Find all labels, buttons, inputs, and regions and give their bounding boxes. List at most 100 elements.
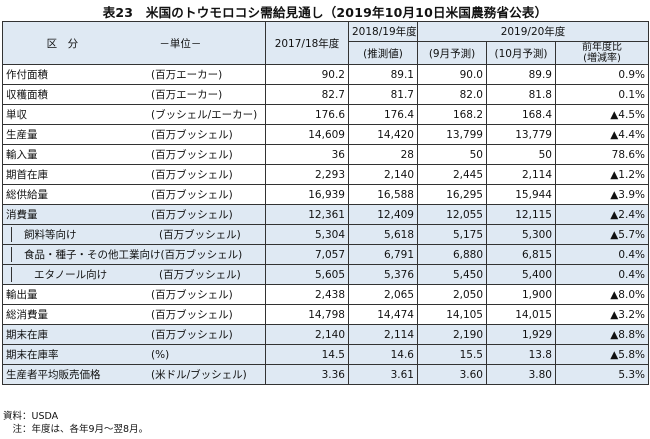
value-cell: 1,929 [486,324,556,345]
value-cell: 13,799 [417,124,487,145]
row-label: 生産量 [6,129,38,141]
row-unit: (ブッシェル/エーカー) [151,109,258,121]
row-label: 輸入量 [6,149,38,161]
row-unit: (百万ブッシェル) [151,169,233,181]
value-cell: 2,050 [417,284,487,305]
value-cell: 2,114 [348,324,418,345]
value-cell: 2,438 [265,284,349,305]
change-cell: ▲1.2% [555,164,649,185]
row-label-cell: 食品・種子・その他工業向け (百万ブッシェル) [2,244,266,265]
row-label-cell: エタノール向け (百万ブッシェル) [2,264,266,285]
row-unit: (百万ブッシェル) [159,229,241,241]
header-2019-september: (9月予測) [417,41,487,65]
row-unit: (百万エーカー) [151,89,223,101]
value-cell: 5,175 [417,224,487,245]
value-cell: 14.6 [348,344,418,365]
row-label: 総供給量 [6,189,48,201]
row-unit: (百万ブッシェル) [151,289,233,301]
table-row: 期首在庫 (百万ブッシェル) 2,293 2,140 2,445 2,114 ▲1.2% [2,164,649,185]
change-cell: ▲2.4% [555,204,649,225]
value-cell: 90.0 [417,64,487,85]
row-label-cell: 期首在庫 (百万ブッシェル) [2,164,266,185]
row-label-cell: 消費量 (百万ブッシェル) [2,204,266,225]
value-cell: 2,190 [417,324,487,345]
row-unit: (百万ブッシェル) [151,189,233,201]
value-cell: 5,450 [417,264,487,285]
row-unit: (百万ブッシェル) [151,309,233,321]
value-cell: 1,900 [486,284,556,305]
change-cell: ▲3.9% [555,184,649,205]
row-unit: (米ドル/ブッシェル) [151,369,247,381]
row-label-cell: 収穫面積 (百万エーカー) [2,84,266,105]
value-cell: 5,376 [348,264,418,285]
value-cell: 3.36 [265,364,349,385]
value-cell: 176.4 [348,104,418,125]
row-unit: (百万ブッシェル) [151,149,233,161]
change-cell: 0.9% [555,64,649,85]
change-cell: ▲4.5% [555,104,649,125]
change-cell: ▲8.0% [555,284,649,305]
value-cell: 50 [417,144,487,165]
change-cell: 0.4% [555,244,649,265]
table-body: 作付面積 (百万エーカー) 90.2 89.1 90.0 89.9 0.9% 収穫面積 (百万エ… [2,64,649,385]
row-label-cell: 総消費量 (百万ブッシェル) [2,304,266,325]
value-cell: 12,055 [417,204,487,225]
table-row: 期末在庫 (百万ブッシェル) 2,140 2,114 2,190 1,929 ▲8.8% [2,324,649,345]
row-unit: (百万ブッシェル) [151,209,233,221]
table-row: 総供給量 (百万ブッシェル) 16,939 16,588 16,295 15,944 ▲3.… [2,184,649,205]
value-cell: 28 [348,144,418,165]
value-cell: 168.2 [417,104,487,125]
table-row: 総消費量 (百万ブッシェル) 14,798 14,474 14,105 14,015 ▲3.… [2,304,649,325]
header-2019-october: (10月予測) [486,41,556,65]
row-label-cell: 飼料等向け (百万ブッシェル) [2,224,266,245]
source-note: 資料：USDA [3,411,59,422]
value-cell: 15.5 [417,344,487,365]
value-cell: 13.8 [486,344,556,365]
value-cell: 82.7 [265,84,349,105]
supply-demand-table: 区 分 －単位－ 2017/18年度 2018/19年度 2019/20年度 (… [2,21,649,385]
row-label-cell: 輸入量 (百万ブッシェル) [2,144,266,165]
table-row: エタノール向け (百万ブッシェル) 5,605 5,376 5,450 5,400 0.4% [2,264,649,285]
table-row: 作付面積 (百万エーカー) 90.2 89.1 90.0 89.9 0.9% [2,64,649,85]
table-header: 区 分 －単位－ 2017/18年度 2018/19年度 2019/20年度 (… [2,21,649,65]
value-cell: 14,420 [348,124,418,145]
row-label-cell: 単収 (ブッシェル/エーカー) [2,104,266,125]
change-cell: 78.6% [555,144,649,165]
header-change: 前年度比 (増減率) [555,41,649,65]
value-cell: 2,445 [417,164,487,185]
value-cell: 50 [486,144,556,165]
table-title: 表23 米国のトウモロコシ需給見通し（2019年10月10日米国農務省公表） [102,5,548,20]
value-cell: 2,293 [265,164,349,185]
value-cell: 82.0 [417,84,487,105]
header-2018: 2018/19年度 [348,21,418,42]
value-cell: 89.9 [486,64,556,85]
change-cell: ▲8.8% [555,324,649,345]
header-unit: －単位－ [159,37,202,50]
header-kubun: 区 分 [46,37,79,50]
row-label: 消費量 [6,209,38,221]
value-cell: 5,400 [486,264,556,285]
value-cell: 16,939 [265,184,349,205]
row-label: 作付面積 [6,69,48,81]
value-cell: 12,361 [265,204,349,225]
change-cell: ▲5.7% [555,224,649,245]
value-cell: 14,015 [486,304,556,325]
row-unit: (%) [151,348,170,361]
row-label: 飼料等向け [11,227,159,242]
row-label: 単収 [6,109,27,121]
value-cell: 2,114 [486,164,556,185]
row-label: 期末在庫率 [6,349,59,361]
value-cell: 89.1 [348,64,418,85]
table-row: 収穫面積 (百万エーカー) 82.7 81.7 82.0 81.8 0.1% [2,84,649,105]
value-cell: 5,304 [265,224,349,245]
value-cell: 16,295 [417,184,487,205]
value-cell: 176.6 [265,104,349,125]
table-row: 食品・種子・その他工業向け (百万ブッシェル) 7,057 6,791 6,880 6,8… [2,244,649,265]
table-row: 単収 (ブッシェル/エーカー) 176.6 176.4 168.2 168.4 ▲4.5% [2,104,649,125]
row-label-cell: 総供給量 (百万ブッシェル) [2,184,266,205]
row-label-cell: 輸出量 (百万ブッシェル) [2,284,266,305]
value-cell: 2,140 [265,324,349,345]
value-cell: 5,618 [348,224,418,245]
row-unit: (百万ブッシェル) [151,329,233,341]
change-cell: ▲5.8% [555,344,649,365]
